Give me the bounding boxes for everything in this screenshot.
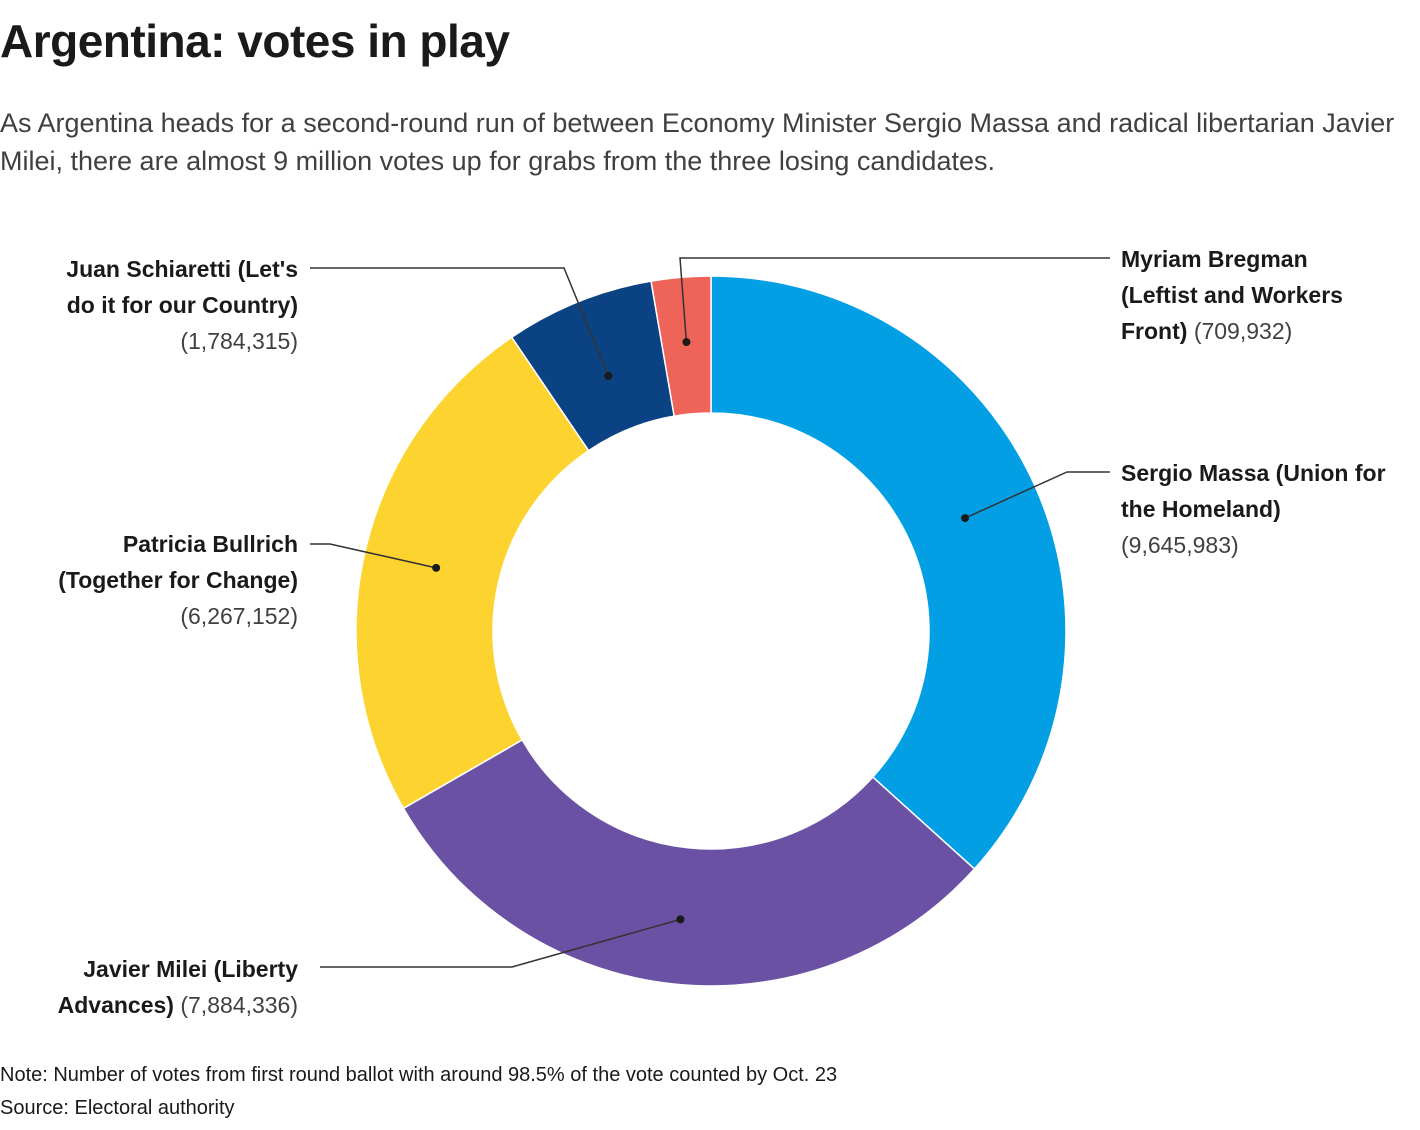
label-schiaretti-line2: do it for our Country)	[66, 292, 298, 318]
leader-lines	[310, 257, 1110, 968]
label-massa-line1: Sergio Massa (Union for	[1121, 460, 1386, 486]
chart-title: Argentina: votes in play	[0, 15, 510, 67]
label-milei-line1: Javier Milei (Liberty	[83, 956, 298, 982]
donut-slice-2	[355, 336, 590, 810]
donut-slice-1	[402, 738, 976, 987]
label-bullrich-line1: Patricia Bullrich	[122, 531, 298, 557]
label-milei-value: (7,884,336)	[180, 992, 298, 1018]
leader-line-2	[310, 543, 437, 569]
chart-source: Source: Electoral authority	[0, 1097, 235, 1119]
leader-dot-3	[604, 371, 613, 380]
label-massa-value: (9,645,983)	[1121, 532, 1239, 558]
label-bregman: Myriam Bregman (Leftist and Workers Fron…	[1121, 241, 1411, 349]
label-bullrich-line2: (Together for Change)	[58, 567, 298, 593]
label-bullrich-value: (6,267,152)	[180, 603, 298, 629]
label-bullrich: Patricia Bullrich (Together for Change) …	[0, 526, 298, 634]
chart-subtitle: As Argentina heads for a second-round ru…	[0, 108, 1395, 176]
label-bregman-line3: Front)	[1121, 318, 1188, 344]
leader-dot-0	[961, 514, 970, 523]
donut-slice-0	[710, 275, 1067, 870]
leader-line-0	[964, 471, 1110, 519]
label-schiaretti: Juan Schiaretti (Let's do it for our Cou…	[0, 251, 298, 359]
donut-slices	[355, 275, 1067, 987]
leader-line-3	[310, 267, 609, 377]
label-bregman-line1: Myriam Bregman	[1121, 246, 1308, 272]
leader-dot-2	[432, 563, 441, 572]
chart-note: Note: Number of votes from first round b…	[0, 1064, 838, 1086]
leader-line-4	[679, 257, 1110, 343]
label-milei-line2: Advances)	[57, 992, 174, 1018]
label-schiaretti-value: (1,784,315)	[180, 328, 298, 354]
label-bregman-value: (709,932)	[1193, 318, 1293, 344]
label-massa: Sergio Massa (Union for the Homeland) (9…	[1121, 455, 1420, 563]
leader-dot-4	[682, 338, 691, 347]
label-bregman-line2: (Leftist and Workers	[1121, 282, 1343, 308]
leader-line-1	[320, 918, 681, 968]
label-milei: Javier Milei (Liberty Advances) (7,884,3…	[0, 951, 298, 1023]
label-schiaretti-line1: Juan Schiaretti (Let's	[66, 256, 298, 282]
label-massa-line2: the Homeland)	[1121, 496, 1281, 522]
leader-dot-1	[676, 915, 685, 924]
donut-slice-4	[650, 275, 712, 417]
